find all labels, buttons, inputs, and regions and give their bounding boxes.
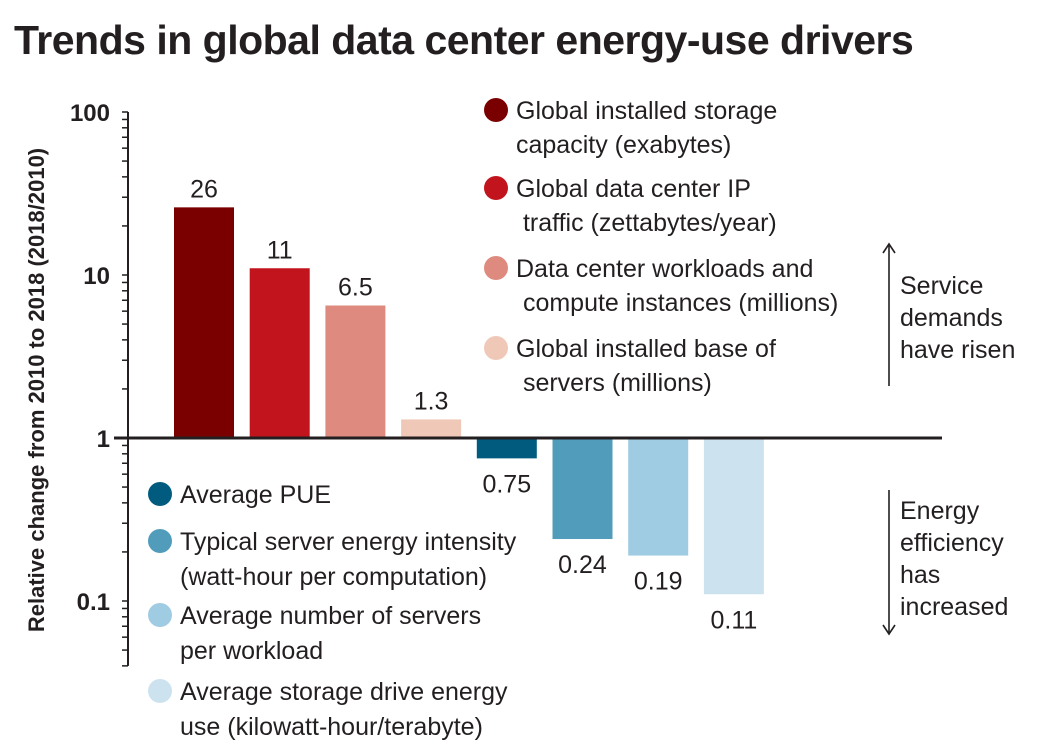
legend-swatch <box>484 98 508 122</box>
annotation-up: Service demands have risen <box>882 242 1015 386</box>
annotation-text: has <box>900 561 940 589</box>
annotations: Service demands have risen Energy efficiency… <box>882 242 1015 636</box>
legend-label: Average number of servers <box>180 602 481 630</box>
legend-swatch <box>148 603 172 627</box>
annotation-text: Energy <box>900 497 980 525</box>
y-tick-label: 0.1 <box>77 589 110 616</box>
legend-label: traffic (zettabytes/year) <box>516 209 777 237</box>
legend-label: Global installed storage <box>516 97 777 125</box>
legend-label: Global installed base of <box>516 335 776 363</box>
legend-item: Average storage drive energy use (kilowat… <box>148 678 508 741</box>
legend-swatch <box>484 336 508 360</box>
legend-item: Global installed storage capacity (exabyt… <box>484 97 777 159</box>
value-label: 26 <box>190 175 218 203</box>
y-tick-label: 1 <box>97 426 110 453</box>
y-axis-label: Relative change from 2010 to 2018 (2018/… <box>24 148 49 632</box>
bar-1 <box>174 207 234 438</box>
value-label: 11 <box>267 236 293 264</box>
legend-label: Average PUE <box>180 481 331 509</box>
annotation-text: Service <box>900 272 983 300</box>
bar-4 <box>401 419 462 438</box>
value-label: 0.24 <box>558 551 607 579</box>
bar-5 <box>476 438 537 459</box>
value-label: 0.75 <box>482 470 531 498</box>
value-labels: 26 11 6.5 1.3 0.75 0.24 0.19 0.11 <box>190 175 757 634</box>
bar-3 <box>325 305 386 438</box>
bar-2 <box>249 268 310 438</box>
legend-label: Average storage drive energy <box>180 678 508 706</box>
legend-swatch <box>148 482 172 506</box>
legend-swatch <box>148 679 172 703</box>
legend-swatch <box>148 529 172 553</box>
legend-label: Data center workloads and <box>516 255 813 283</box>
chart-title: Trends in global data center energy-use … <box>14 17 913 63</box>
legend-label: (watt-hour per computation) <box>180 563 487 591</box>
legend-swatch <box>484 176 508 200</box>
annotation-text: demands <box>900 304 1003 332</box>
legend-item: Average number of servers per workload <box>148 602 481 665</box>
annotation-text: increased <box>900 593 1008 621</box>
value-label: 0.19 <box>634 568 683 596</box>
legend-label: capacity (exabytes) <box>516 131 731 159</box>
legend-swatch <box>484 256 508 280</box>
legend-item: Average PUE <box>148 481 331 509</box>
legend-item: Typical server energy intensity (watt-hou… <box>148 528 517 591</box>
legend-item: Data center workloads and compute instan… <box>484 255 838 317</box>
legend-label: compute instances (millions) <box>516 289 838 317</box>
legend-item: Global data center IP traffic (zettabyte… <box>484 175 777 237</box>
legend: Global installed storage capacity (exabyt… <box>148 97 838 741</box>
arrow-up-icon <box>882 242 896 254</box>
arrow-down-icon <box>882 624 896 636</box>
annotation-text: efficiency <box>900 529 1004 557</box>
bar-8 <box>703 438 764 595</box>
value-label: 1.3 <box>414 387 449 415</box>
annotation-down: Energy efficiency has increased <box>882 490 1008 636</box>
legend-label: per workload <box>180 637 323 665</box>
legend-label: servers (millions) <box>516 369 712 397</box>
bar-6 <box>552 438 613 540</box>
y-axis: 100 10 1 0.1 <box>70 100 129 667</box>
bar-7 <box>628 438 689 556</box>
annotation-text: have risen <box>900 336 1015 364</box>
legend-label: Typical server energy intensity <box>180 528 517 556</box>
bars <box>174 207 764 595</box>
value-label: 0.11 <box>710 606 757 634</box>
legend-item: Global installed base of servers (millio… <box>484 335 776 397</box>
y-tick-label: 100 <box>70 100 110 127</box>
value-label: 6.5 <box>338 273 373 301</box>
y-tick-label: 10 <box>83 263 110 290</box>
legend-label: Global data center IP <box>516 175 751 203</box>
legend-label: use (kilowatt-hour/terabyte) <box>180 713 483 741</box>
